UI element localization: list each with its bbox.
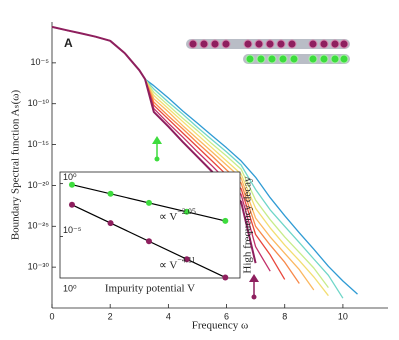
y-tick-label: 10⁻¹⁵	[28, 139, 50, 149]
inset-y-tick-label: 10⁻⁵	[63, 225, 82, 235]
fit-annotation-exponent: −2.05	[177, 207, 196, 216]
fit-annotation-exponent: −4.11	[177, 255, 195, 264]
data-point	[145, 199, 152, 206]
inset-frame	[59, 171, 241, 279]
data-point	[183, 208, 190, 215]
arrow-green	[152, 136, 162, 162]
data-point	[107, 220, 114, 227]
inset-x-label: Impurity potential V	[105, 283, 195, 295]
inset-y-tick-label: 10⁰	[63, 172, 77, 182]
y-tick-label: 10⁻³⁰	[28, 262, 50, 272]
x-tick-label: 0	[49, 311, 54, 321]
data-point	[107, 190, 114, 197]
y-tick-label: 10⁻²⁵	[28, 221, 50, 231]
data-point	[222, 217, 229, 224]
x-tick-label: 2	[108, 311, 113, 321]
fit-annotation: ∝ V−4.11	[159, 255, 196, 271]
chain-sites	[188, 39, 349, 49]
fit-annotation-base: ∝ V	[159, 259, 177, 271]
y-tick-label: 10⁻⁵	[31, 57, 50, 67]
x-tick-label: 8	[282, 311, 287, 321]
x-tick-label: 6	[224, 311, 229, 321]
arrow-purple	[249, 274, 259, 300]
data-point	[183, 256, 190, 263]
fit-annotation-base: ∝ V	[159, 210, 177, 222]
inset-y-label: High frequency decay	[242, 176, 254, 274]
panel-label: A	[64, 36, 73, 50]
y-axis-label: Boundary Spectral function Aₛ(ω)	[10, 89, 22, 240]
chain-sites	[245, 54, 349, 64]
y-tick-label: 10⁻²⁰	[28, 180, 50, 190]
data-point	[68, 181, 75, 188]
inset-x-tick-label: 10⁰	[63, 283, 77, 293]
inset-plot: Impurity potential V High frequency deca…	[59, 171, 254, 295]
data-point	[222, 274, 229, 281]
data-point	[68, 201, 75, 208]
data-point	[145, 238, 152, 245]
fit-annotation: ∝ V−2.05	[159, 207, 196, 223]
x-tick-label: 4	[166, 311, 171, 321]
x-axis-label: Frequency ω	[192, 320, 248, 332]
y-tick-label: 10⁻¹⁰	[28, 98, 50, 108]
chain-diagram	[186, 39, 350, 64]
x-tick-label: 10	[338, 311, 348, 321]
